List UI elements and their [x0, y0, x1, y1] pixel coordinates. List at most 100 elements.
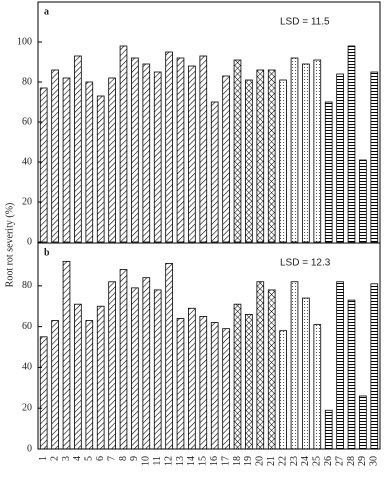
x-tick-label: 9 [129, 456, 140, 461]
annotation: LSD = 11.5 [280, 17, 330, 28]
bar [233, 59, 242, 243]
bar [347, 45, 356, 243]
x-tick-label: 16 [209, 456, 220, 466]
bar [199, 55, 208, 243]
y-axis-label: Root rot severity (%) [4, 203, 15, 288]
x-tick-label: 1 [38, 456, 49, 461]
x-tick-label: 27 [334, 456, 345, 466]
bar [245, 313, 253, 450]
bar [279, 79, 287, 243]
frame [37, 1, 381, 450]
x-tick-label: 3 [61, 456, 72, 461]
y-tick-label: 60 [22, 116, 32, 127]
bar [39, 87, 48, 243]
bar [188, 65, 196, 243]
bar [51, 69, 59, 243]
bar [313, 324, 322, 450]
bar [119, 45, 128, 243]
bar [324, 101, 333, 243]
y-tick-label: 80 [22, 76, 32, 87]
bar [131, 287, 139, 450]
x-tick-label: 30 [369, 456, 380, 466]
bar [222, 328, 230, 450]
bar [302, 63, 310, 243]
bar [336, 281, 344, 450]
y-tick-label: 40 [22, 156, 32, 167]
bar [165, 51, 173, 243]
bar [131, 57, 139, 243]
y-tick-label: 20 [22, 403, 32, 414]
bar [233, 303, 242, 450]
bar [222, 75, 230, 243]
x-tick-label: 13 [175, 456, 186, 466]
x-tick-label: 14 [186, 456, 197, 466]
bar [256, 281, 265, 450]
bar [290, 57, 299, 243]
bar [302, 297, 310, 450]
panel-label: b [44, 247, 50, 258]
bar [142, 63, 151, 243]
bar [256, 69, 265, 243]
y-tick-label: 60 [22, 321, 32, 332]
x-tick-label: 21 [266, 456, 277, 466]
x-tick-label: 20 [255, 456, 266, 466]
y-tick-label: 80 [22, 280, 32, 291]
bar [74, 55, 82, 243]
bar [245, 79, 253, 243]
bar [188, 307, 196, 450]
panel-label: a [44, 6, 49, 17]
bar [108, 281, 116, 450]
bar [96, 305, 105, 450]
x-tick-label: 23 [289, 456, 300, 466]
bar [267, 69, 276, 243]
bar [119, 269, 128, 450]
annotation: LSD = 12.3 [280, 258, 331, 269]
x-tick-label: 25 [312, 456, 323, 466]
bar [85, 320, 94, 450]
y-tick-label: 100 [17, 36, 32, 47]
bar [210, 101, 219, 243]
bar [199, 316, 208, 450]
x-tick-label: 28 [346, 456, 357, 466]
bar [108, 77, 116, 243]
x-tick-label: 6 [95, 456, 106, 461]
bar [290, 281, 299, 450]
bar [370, 71, 379, 243]
x-tick-label: 22 [277, 456, 288, 466]
bar [165, 262, 173, 450]
bar [96, 95, 105, 243]
bar [370, 283, 379, 450]
bar [336, 73, 344, 243]
x-tick-label: 7 [106, 456, 117, 461]
bar [279, 330, 287, 450]
bar [153, 289, 162, 450]
bar [313, 59, 322, 243]
x-tick-label: 2 [49, 456, 60, 461]
bar [210, 322, 219, 450]
x-tick-label: 19 [243, 456, 254, 466]
bar [359, 395, 367, 450]
x-tick-label: 8 [118, 456, 129, 461]
x-tick-label: 11 [152, 456, 163, 466]
bar [176, 318, 185, 450]
bar [324, 409, 333, 450]
x-tick-label: 4 [72, 456, 83, 461]
bar [39, 336, 48, 450]
bar [153, 71, 162, 243]
bar [267, 289, 276, 450]
bar [62, 77, 71, 243]
bar [85, 81, 94, 243]
bar [359, 159, 367, 243]
bar [74, 303, 82, 450]
x-tick-label: 24 [300, 456, 311, 466]
bar [142, 277, 151, 450]
x-tick-label: 18 [232, 456, 243, 466]
x-tick-label: 29 [357, 456, 368, 466]
y-tick-label: 0 [27, 236, 32, 247]
bar [347, 299, 356, 450]
y-tick-label: 20 [22, 196, 32, 207]
x-tick-label: 10 [141, 456, 152, 466]
x-tick-label: 17 [220, 456, 231, 466]
x-tick-label: 12 [163, 456, 174, 466]
